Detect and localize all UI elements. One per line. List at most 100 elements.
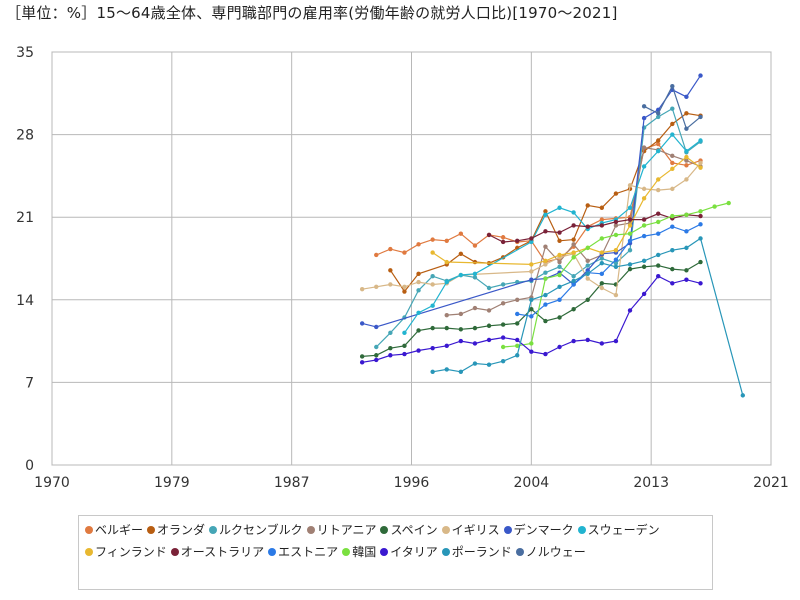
data-point [486, 285, 492, 291]
data-point [557, 238, 562, 243]
legend-marker [577, 525, 586, 534]
data-point [557, 259, 562, 265]
legend-label: ノルウェー [525, 545, 586, 559]
data-point [543, 318, 548, 324]
data-point [698, 165, 703, 170]
legend: ベルギー オランダ ルクセンブルク リトアニア スペイン イギリス デンマーク スウェーデンフ… [78, 515, 713, 590]
series-8 [430, 154, 703, 267]
data-point [515, 297, 520, 302]
legend-marker [85, 525, 93, 534]
data-point [599, 236, 605, 241]
data-point [529, 341, 534, 346]
series-line [517, 223, 701, 317]
data-point [698, 259, 703, 265]
data-point [500, 335, 506, 340]
data-point [430, 250, 435, 255]
legend-label: イギリス [451, 523, 500, 537]
series-line [376, 143, 701, 263]
legend-marker [441, 547, 450, 556]
data-point [543, 351, 548, 357]
data-point [529, 297, 534, 302]
series-4 [359, 259, 703, 359]
data-point [641, 217, 647, 222]
data-point [641, 233, 647, 239]
data-point [571, 223, 576, 228]
data-point [416, 242, 421, 247]
data-point [388, 345, 393, 351]
data-point [515, 337, 520, 343]
data-point [641, 264, 647, 269]
data-point [430, 274, 435, 279]
data-point [571, 255, 576, 260]
x-tick-label: 2004 [514, 475, 550, 491]
data-point [627, 262, 633, 267]
data-point [529, 277, 534, 282]
data-point [656, 138, 661, 143]
data-point [670, 166, 675, 172]
series-line [375, 107, 701, 348]
data-point [430, 303, 435, 308]
legend-label: デンマーク [513, 523, 574, 537]
data-point [670, 281, 675, 286]
x-axis-tick-labels: 1970 1979 1987 1996 2004 2013 2021 [34, 475, 789, 491]
data-point [656, 252, 661, 258]
data-point [543, 244, 548, 249]
data-point [500, 358, 506, 364]
data-point [416, 310, 421, 315]
data-point [430, 325, 435, 331]
data-point [613, 219, 619, 225]
data-point [698, 73, 703, 78]
data-point [627, 231, 633, 236]
data-point [402, 250, 407, 255]
data-point [599, 250, 605, 255]
data-point [557, 284, 562, 290]
data-point [444, 343, 449, 349]
data-point [500, 282, 506, 287]
y-axis-tick-labels: 0 7 14 21 28 35 [16, 45, 34, 474]
data-point [486, 362, 492, 367]
data-point [416, 328, 421, 333]
legend-item: 韓国 [342, 543, 376, 560]
chart-title: ［単位：%］15～64歳全体、専門職部門の雇用率(労働年齢の就労人口比)[197… [6, 4, 618, 22]
data-point [543, 209, 548, 214]
data-point [585, 276, 590, 281]
data-point [430, 369, 435, 374]
data-point [557, 264, 562, 269]
data-point [543, 258, 548, 264]
data-point [698, 209, 703, 214]
data-point [684, 148, 689, 154]
data-point [656, 219, 661, 225]
data-point [684, 277, 689, 282]
data-point [712, 204, 717, 209]
data-point [472, 271, 478, 277]
data-point [585, 245, 590, 251]
series-10 [515, 222, 703, 319]
data-point [359, 286, 365, 292]
series-layer [359, 73, 746, 398]
data-point [458, 327, 464, 332]
data-point [627, 205, 633, 210]
data-point [670, 121, 675, 127]
series-0 [374, 141, 703, 265]
data-point [670, 186, 675, 192]
legend-marker [380, 525, 389, 534]
legend-item: イタリア [380, 543, 438, 560]
data-point [698, 281, 703, 286]
data-point [656, 114, 661, 120]
legend-item: オーストラリア [170, 543, 264, 560]
data-point [543, 302, 548, 307]
data-point [670, 153, 675, 159]
data-point [599, 223, 605, 228]
legend-label: ルクセンブルク [219, 523, 303, 537]
data-point [374, 252, 379, 258]
data-point [416, 288, 421, 293]
series-13 [430, 236, 746, 398]
data-point [670, 248, 675, 253]
series-line [488, 213, 701, 243]
data-point [613, 223, 619, 228]
data-point [571, 237, 576, 242]
data-point [486, 323, 492, 328]
data-point [585, 263, 590, 268]
data-point [500, 322, 506, 327]
data-point [557, 252, 562, 258]
